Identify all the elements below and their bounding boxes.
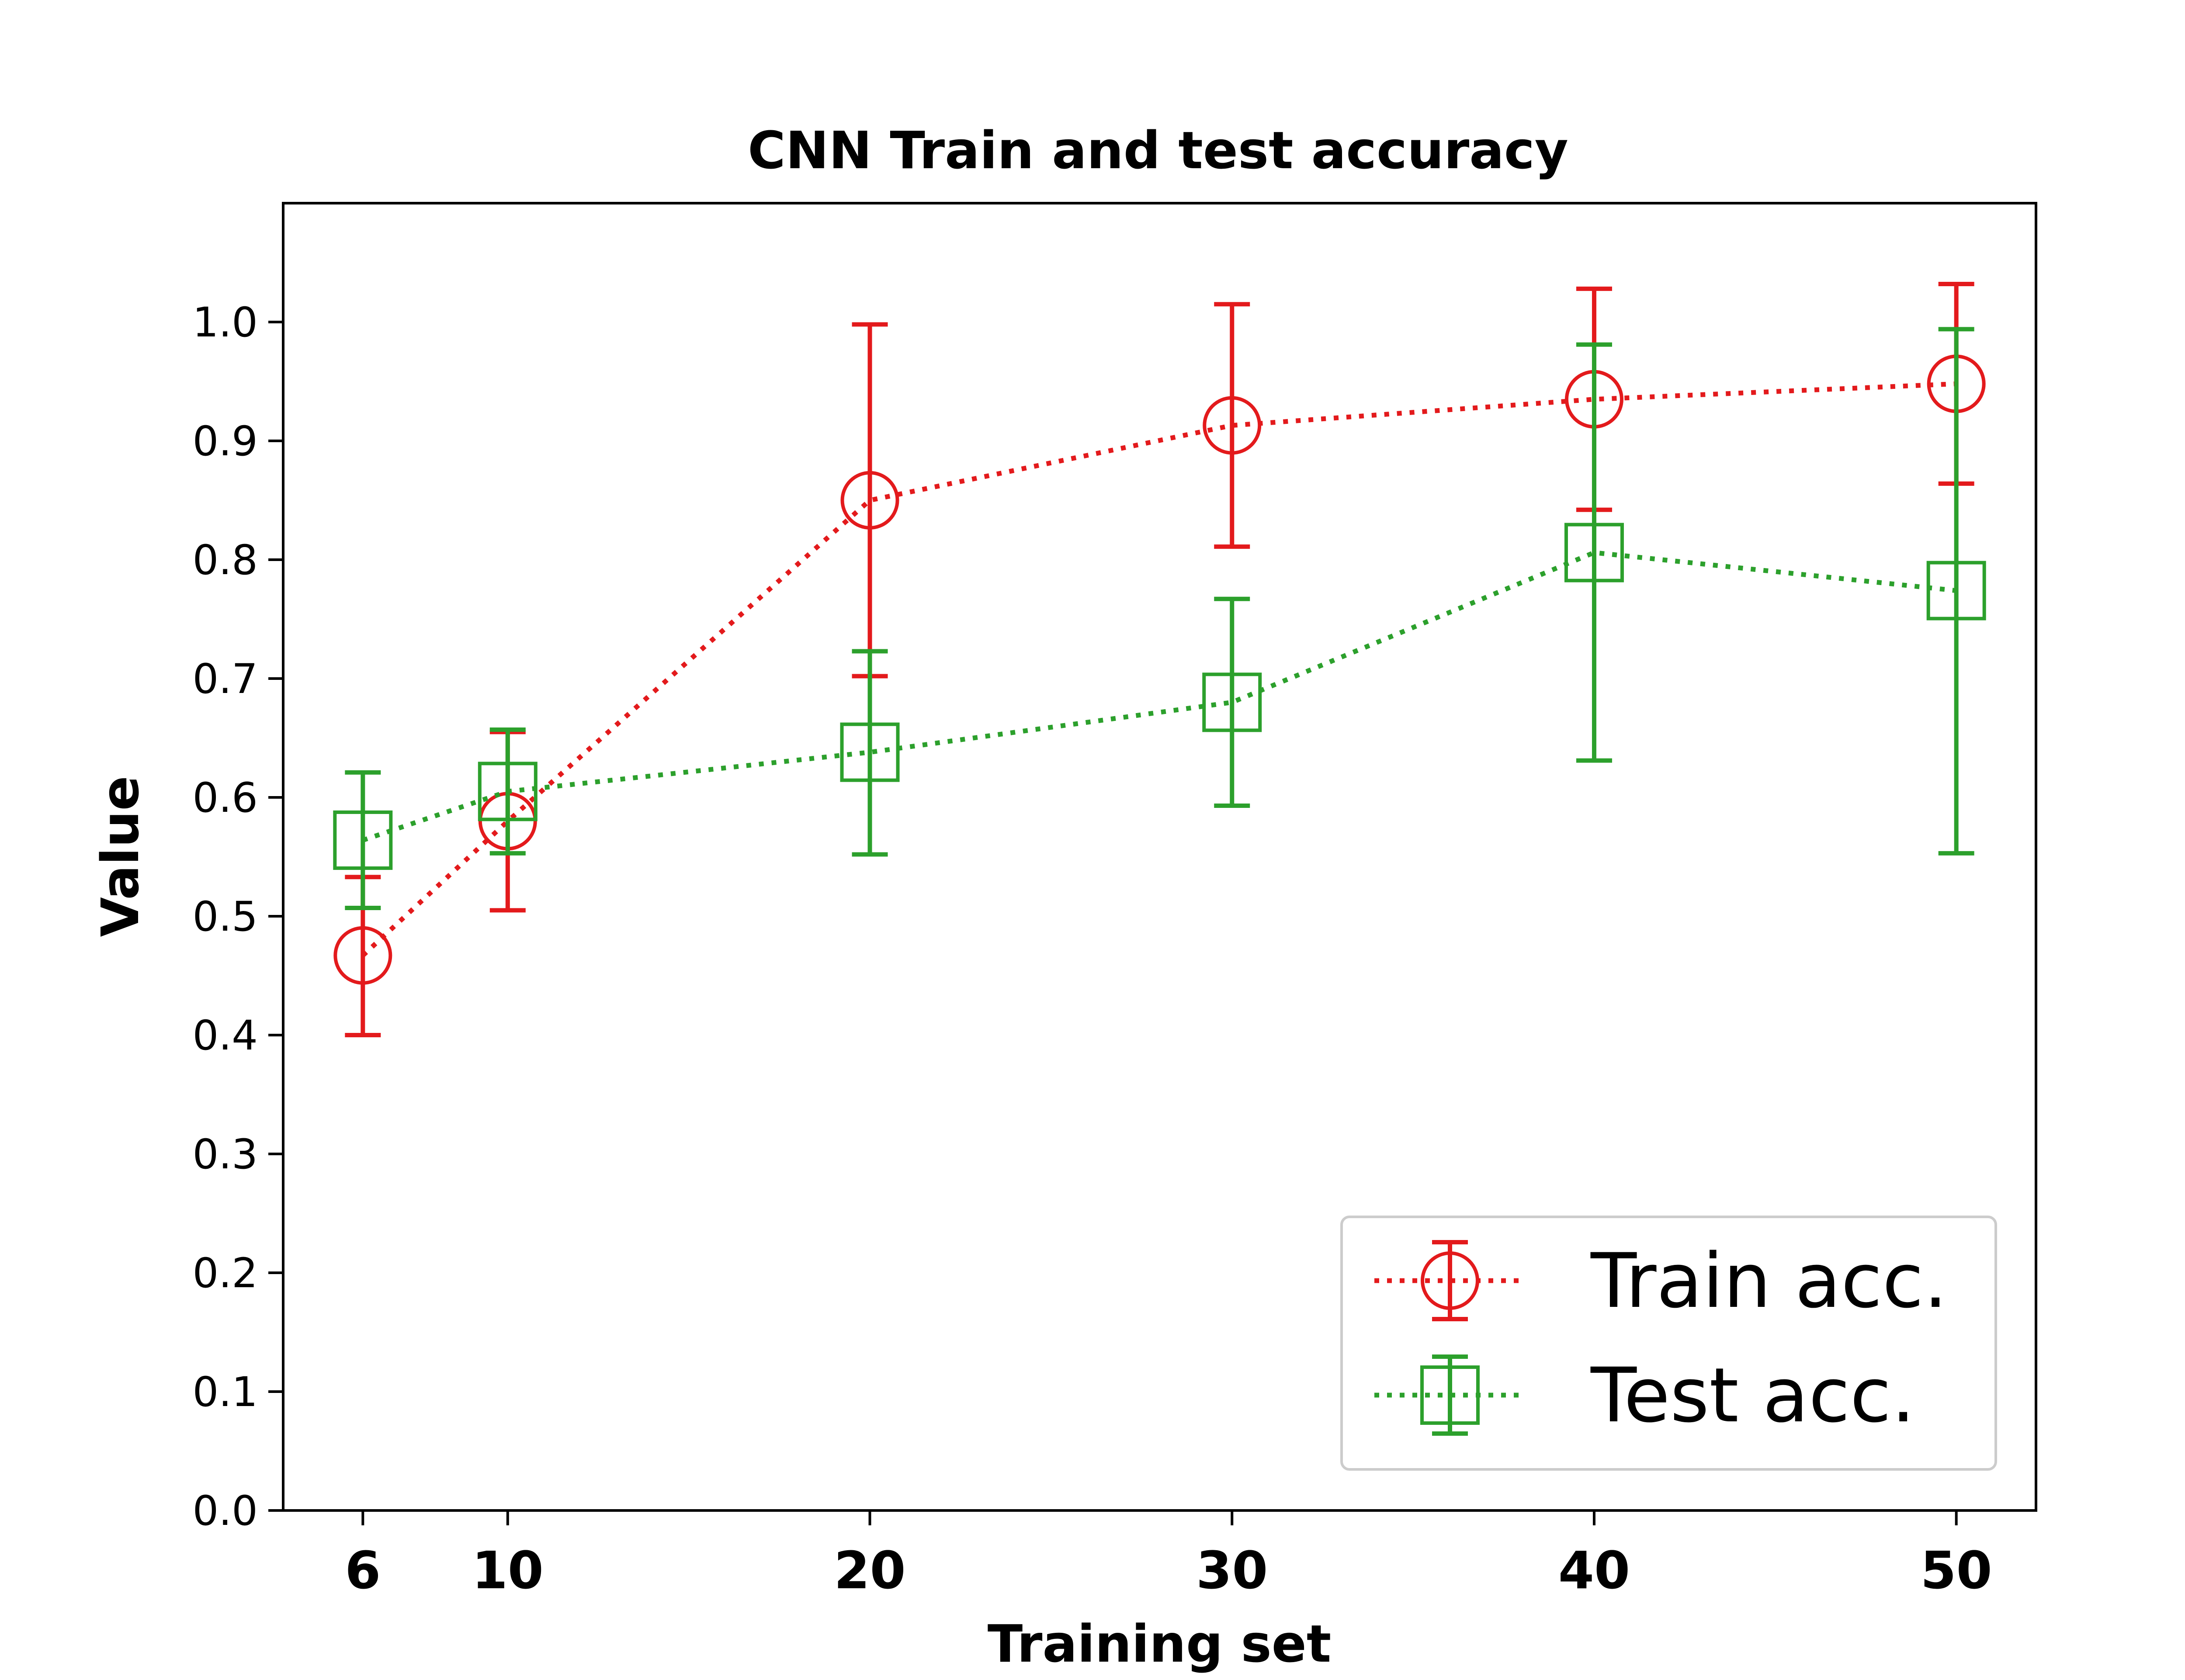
y-tick-label: 0.6 bbox=[193, 774, 258, 822]
y-tick-label: 0.3 bbox=[193, 1131, 258, 1178]
series-line bbox=[361, 381, 1956, 957]
legend-label: Test acc. bbox=[1590, 1351, 1915, 1439]
x-tick-label: 6 bbox=[345, 1540, 381, 1600]
x-tick-label: 10 bbox=[472, 1540, 544, 1600]
marker-circle bbox=[1203, 396, 1262, 455]
legend-entries: Train acc. Test acc. bbox=[1374, 1237, 1948, 1439]
marker-circle bbox=[840, 471, 899, 530]
series-line bbox=[362, 550, 1957, 843]
marker-square bbox=[1564, 523, 1624, 582]
legend: Train acc. Test acc. bbox=[1340, 1216, 1997, 1471]
marker-square bbox=[840, 722, 900, 782]
x-axis-label: Training set bbox=[988, 1614, 1331, 1674]
y-tick-label: 0.9 bbox=[193, 418, 258, 465]
plot-area bbox=[333, 281, 1986, 1037]
y-axis: 0.0 0.1 0.2 0.3 0.4 0.5 0.6 0.7 0.8 0.9 1.0 bbox=[193, 299, 283, 1535]
x-axis: 6 10 20 30 40 50 bbox=[345, 1510, 1992, 1600]
marker-square-legend bbox=[1420, 1365, 1480, 1425]
y-axis-label: Value bbox=[90, 776, 150, 937]
chart-title: CNN Train and test accuracy bbox=[748, 120, 1568, 180]
y-tick-label: 0.1 bbox=[193, 1368, 258, 1416]
x-tick-label: 50 bbox=[1921, 1540, 1992, 1600]
marker-square bbox=[1202, 672, 1262, 732]
marker-square bbox=[333, 810, 393, 870]
marker-circle-legend bbox=[1421, 1251, 1479, 1310]
y-tick-label: 1.0 bbox=[193, 299, 258, 346]
y-tick-label: 0.5 bbox=[193, 893, 258, 941]
y-tick-label: 0.2 bbox=[193, 1250, 258, 1297]
x-tick-label: 40 bbox=[1558, 1540, 1630, 1600]
y-tick-label: 0.0 bbox=[193, 1487, 258, 1535]
x-tick-label: 30 bbox=[1196, 1540, 1268, 1600]
marker-square bbox=[1926, 561, 1986, 620]
legend-label: Train acc. bbox=[1590, 1237, 1948, 1325]
marker-circle bbox=[333, 926, 392, 985]
marker-square bbox=[478, 762, 538, 821]
y-tick-label: 0.7 bbox=[193, 655, 258, 703]
y-tick-label: 0.4 bbox=[193, 1012, 258, 1060]
y-tick-label: 0.8 bbox=[193, 537, 258, 584]
x-tick-label: 20 bbox=[834, 1540, 905, 1600]
series-test bbox=[333, 327, 1986, 910]
plot-frame bbox=[282, 202, 2037, 1512]
